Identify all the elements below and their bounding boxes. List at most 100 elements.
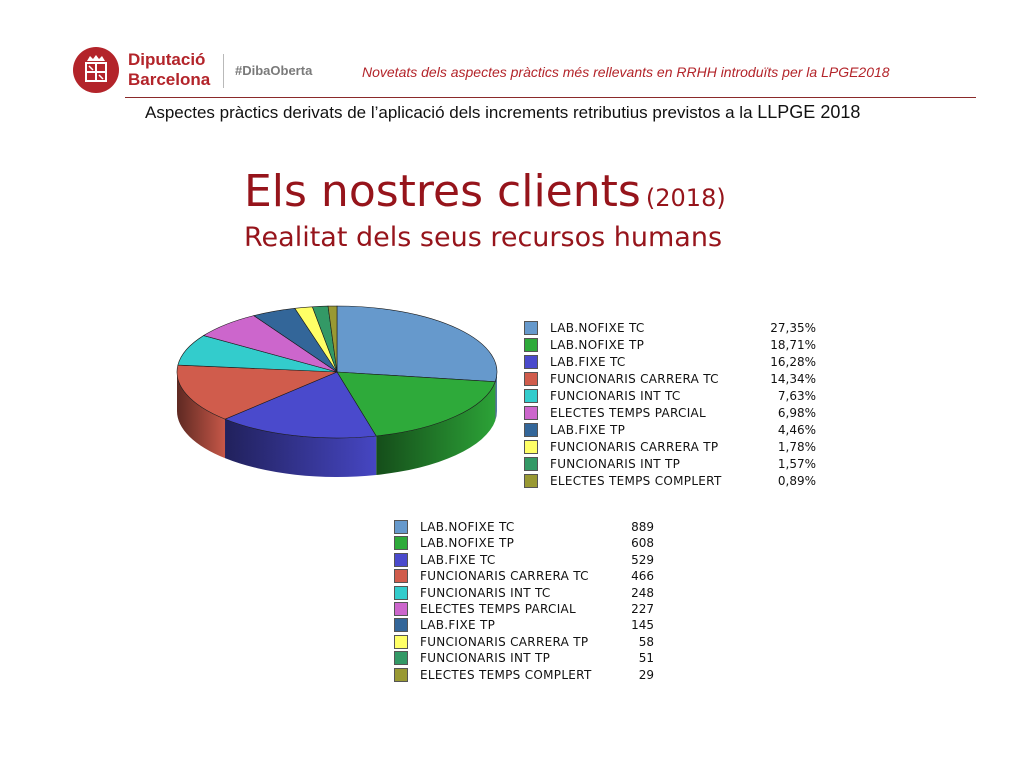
header-divider: [125, 97, 976, 98]
legend-value: 6,98%: [777, 406, 816, 420]
pie-slice-3: [176, 364, 338, 420]
legend-row: FUNCIONARIS INT TP 51: [394, 650, 654, 667]
legend-row: FUNCIONARIS CARRERA TP 1,78%: [524, 439, 816, 456]
legend-swatch: [394, 602, 408, 616]
legend-label: FUNCIONARIS CARRERA TP: [550, 440, 719, 454]
legend-swatch: [524, 372, 538, 386]
legend-swatch: [524, 423, 538, 437]
legend-row: LAB.NOFIXE TP 18,71%: [524, 337, 816, 354]
legend-label: ELECTES TEMPS COMPLERT: [420, 667, 592, 682]
legend-row: FUNCIONARIS CARRERA TC 14,34%: [524, 371, 816, 388]
legend-swatch: [524, 406, 538, 420]
title-subheading: Realitat dels seus recursos humans: [244, 222, 723, 253]
legend-value: 529: [631, 552, 654, 567]
legend-label: FUNCIONARIS INT TC: [550, 389, 681, 403]
legend-row: LAB.NOFIXE TC 27,35%: [524, 320, 816, 337]
slide-subtitle: Aspectes pràctics derivats de l’aplicaci…: [145, 102, 860, 123]
brand-name-line1: Diputació: [128, 50, 206, 69]
title-main: Els nostres clients: [244, 166, 641, 217]
legend-label: LAB.FIXE TC: [550, 355, 626, 369]
legend-percentages: LAB.NOFIXE TC 27,35% LAB.NOFIXE TP 18,71% LA…: [524, 320, 816, 490]
legend-swatch: [524, 389, 538, 403]
diputacio-barcelona-crest-icon: [73, 47, 119, 93]
legend-value: 16,28%: [770, 355, 816, 369]
legend-row: FUNCIONARIS INT TC 248: [394, 585, 654, 602]
legend-row: FUNCIONARIS INT TC 7,63%: [524, 388, 816, 405]
legend-value: 889: [631, 520, 654, 534]
legend-row: LAB.NOFIXE TP 608: [394, 535, 654, 552]
legend-value: 14,34%: [770, 372, 816, 386]
legend-label: LAB.NOFIXE TC: [420, 520, 515, 534]
legend-swatch: [524, 338, 538, 352]
pie-slice-side-3: [177, 372, 226, 459]
legend-label: LAB.FIXE TP: [420, 618, 496, 633]
subtitle-text: Aspectes pràctics derivats de l’aplicaci…: [145, 103, 753, 122]
legend-swatch: [524, 474, 538, 488]
pie-slice-side-2: [225, 419, 377, 477]
legend-value: 51: [638, 651, 654, 666]
legend-row: LAB.FIXE TP 145: [394, 617, 654, 634]
legend-row: ELECTES TEMPS COMPLERT 29: [394, 667, 654, 684]
legend-row: ELECTES TEMPS PARCIAL 6,98%: [524, 405, 816, 422]
legend-row: LAB.FIXE TC 16,28%: [524, 354, 816, 371]
title-year: (2018): [645, 184, 726, 212]
legend-swatch: [394, 585, 408, 600]
legend-swatch: [394, 618, 408, 633]
legend-label: LAB.FIXE TP: [550, 423, 626, 437]
legend-row: FUNCIONARIS INT TP 1,57%: [524, 456, 816, 473]
pie-slice-0: [336, 305, 498, 383]
legend-label: FUNCIONARIS CARRERA TC: [550, 372, 719, 386]
legend-value: 145: [631, 618, 654, 633]
legend-swatch: [394, 569, 408, 584]
pie-slice-side-0: [495, 372, 497, 421]
legend-label: FUNCIONARIS INT TP: [420, 651, 551, 666]
legend-value: 4,46%: [777, 423, 816, 437]
legend-row: FUNCIONARIS CARRERA TC 466: [394, 568, 654, 585]
legend-value: 29: [638, 667, 654, 682]
legend-swatch: [524, 457, 538, 471]
legend-value: 7,63%: [777, 389, 816, 403]
legend-label: LAB.NOFIXE TP: [420, 536, 515, 551]
legend-swatch: [394, 651, 408, 666]
legend-row: ELECTES TEMPS PARCIAL 227: [394, 601, 654, 618]
header-tagline: Novetats dels aspectes pràctics més rell…: [362, 64, 890, 80]
legend-swatch: [394, 520, 408, 534]
legend-row: LAB.FIXE TP 4,46%: [524, 422, 816, 439]
legend-label: FUNCIONARIS INT TP: [550, 457, 681, 471]
pie-slice-side-1: [376, 381, 496, 475]
pie-slice-9: [327, 305, 338, 373]
pie-slice-1: [336, 371, 496, 437]
legend-value: 18,71%: [770, 338, 816, 352]
legend-swatch: [394, 536, 408, 551]
legend-row: LAB.NOFIXE TC 889: [394, 519, 654, 536]
legend-value: 0,89%: [777, 474, 816, 488]
legend-label: LAB.NOFIXE TP: [550, 338, 645, 352]
legend-row: FUNCIONARIS CARRERA TP 58: [394, 634, 654, 651]
legend-value: 608: [631, 536, 654, 551]
legend-swatch: [394, 667, 408, 682]
slide-title: Els nostres clients (2018): [244, 166, 726, 217]
pie-slice-2: [224, 371, 377, 439]
legend-swatch: [524, 355, 538, 369]
legend-label: FUNCIONARIS CARRERA TC: [420, 569, 589, 584]
legend-swatch: [394, 634, 408, 649]
legend-counts: LAB.NOFIXE TC 889 LAB.NOFIXE TP 608 LAB.FIXE…: [394, 519, 654, 689]
legend-label: ELECTES TEMPS COMPLERT: [550, 474, 722, 488]
legend-value: 1,78%: [777, 440, 816, 454]
legend-label: FUNCIONARIS INT TC: [420, 585, 551, 600]
legend-value: 248: [631, 585, 654, 600]
hashtag-label: #DibaOberta: [235, 63, 313, 78]
legend-row: ELECTES TEMPS COMPLERT 0,89%: [524, 473, 816, 490]
legend-swatch: [524, 321, 538, 335]
legend-swatch: [524, 440, 538, 454]
legend-value: 58: [638, 634, 654, 649]
legend-label: ELECTES TEMPS PARCIAL: [550, 406, 707, 420]
legend-value: 227: [631, 602, 654, 616]
legend-label: ELECTES TEMPS PARCIAL: [420, 602, 577, 616]
legend-value: 466: [631, 569, 654, 584]
legend-label: LAB.NOFIXE TC: [550, 321, 645, 335]
legend-label: LAB.FIXE TC: [420, 552, 496, 567]
brand-name-line2: Barcelona: [128, 70, 211, 89]
legend-value: 1,57%: [777, 457, 816, 471]
